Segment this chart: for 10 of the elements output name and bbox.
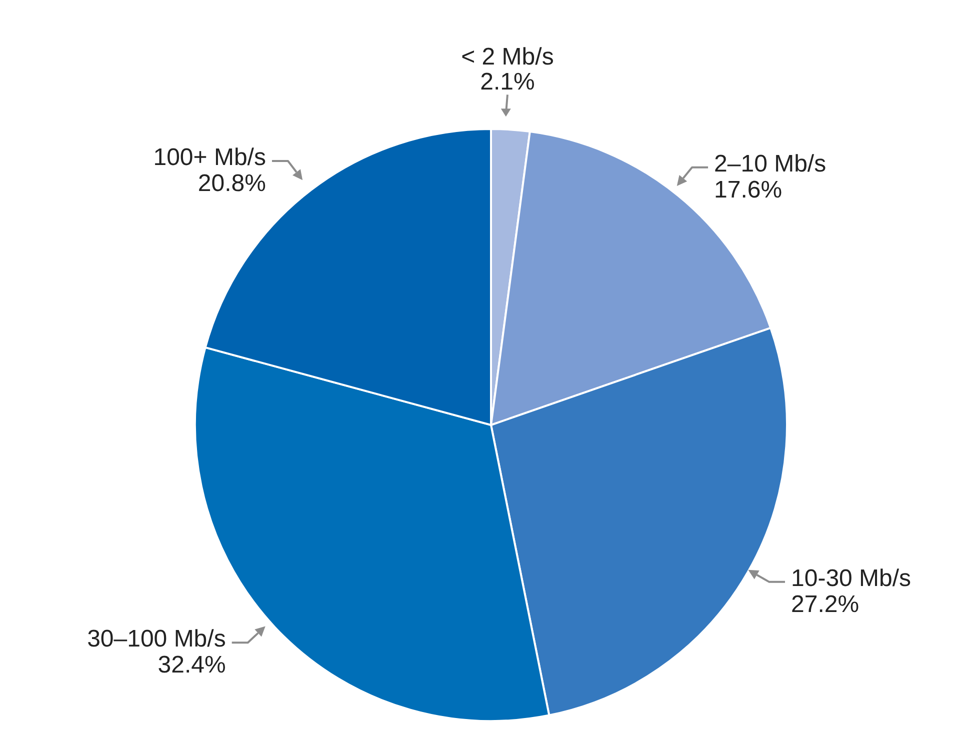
data-label: 32.4% [158, 652, 226, 679]
slice-label: 30–100 Mb/s [87, 626, 226, 653]
slice-label: 10-30 Mb/s [791, 564, 912, 592]
data-label: 27.2% [791, 590, 860, 618]
slice-label: 2–10 Mb/s [714, 150, 826, 178]
data-label: 17.6% [714, 176, 782, 204]
data-label: 2.1% [480, 68, 535, 96]
slice-label: 100+ Mb/s [153, 144, 266, 172]
data-label: 20.8% [198, 170, 266, 198]
slice-label: < 2 Mb/s [461, 44, 554, 71]
